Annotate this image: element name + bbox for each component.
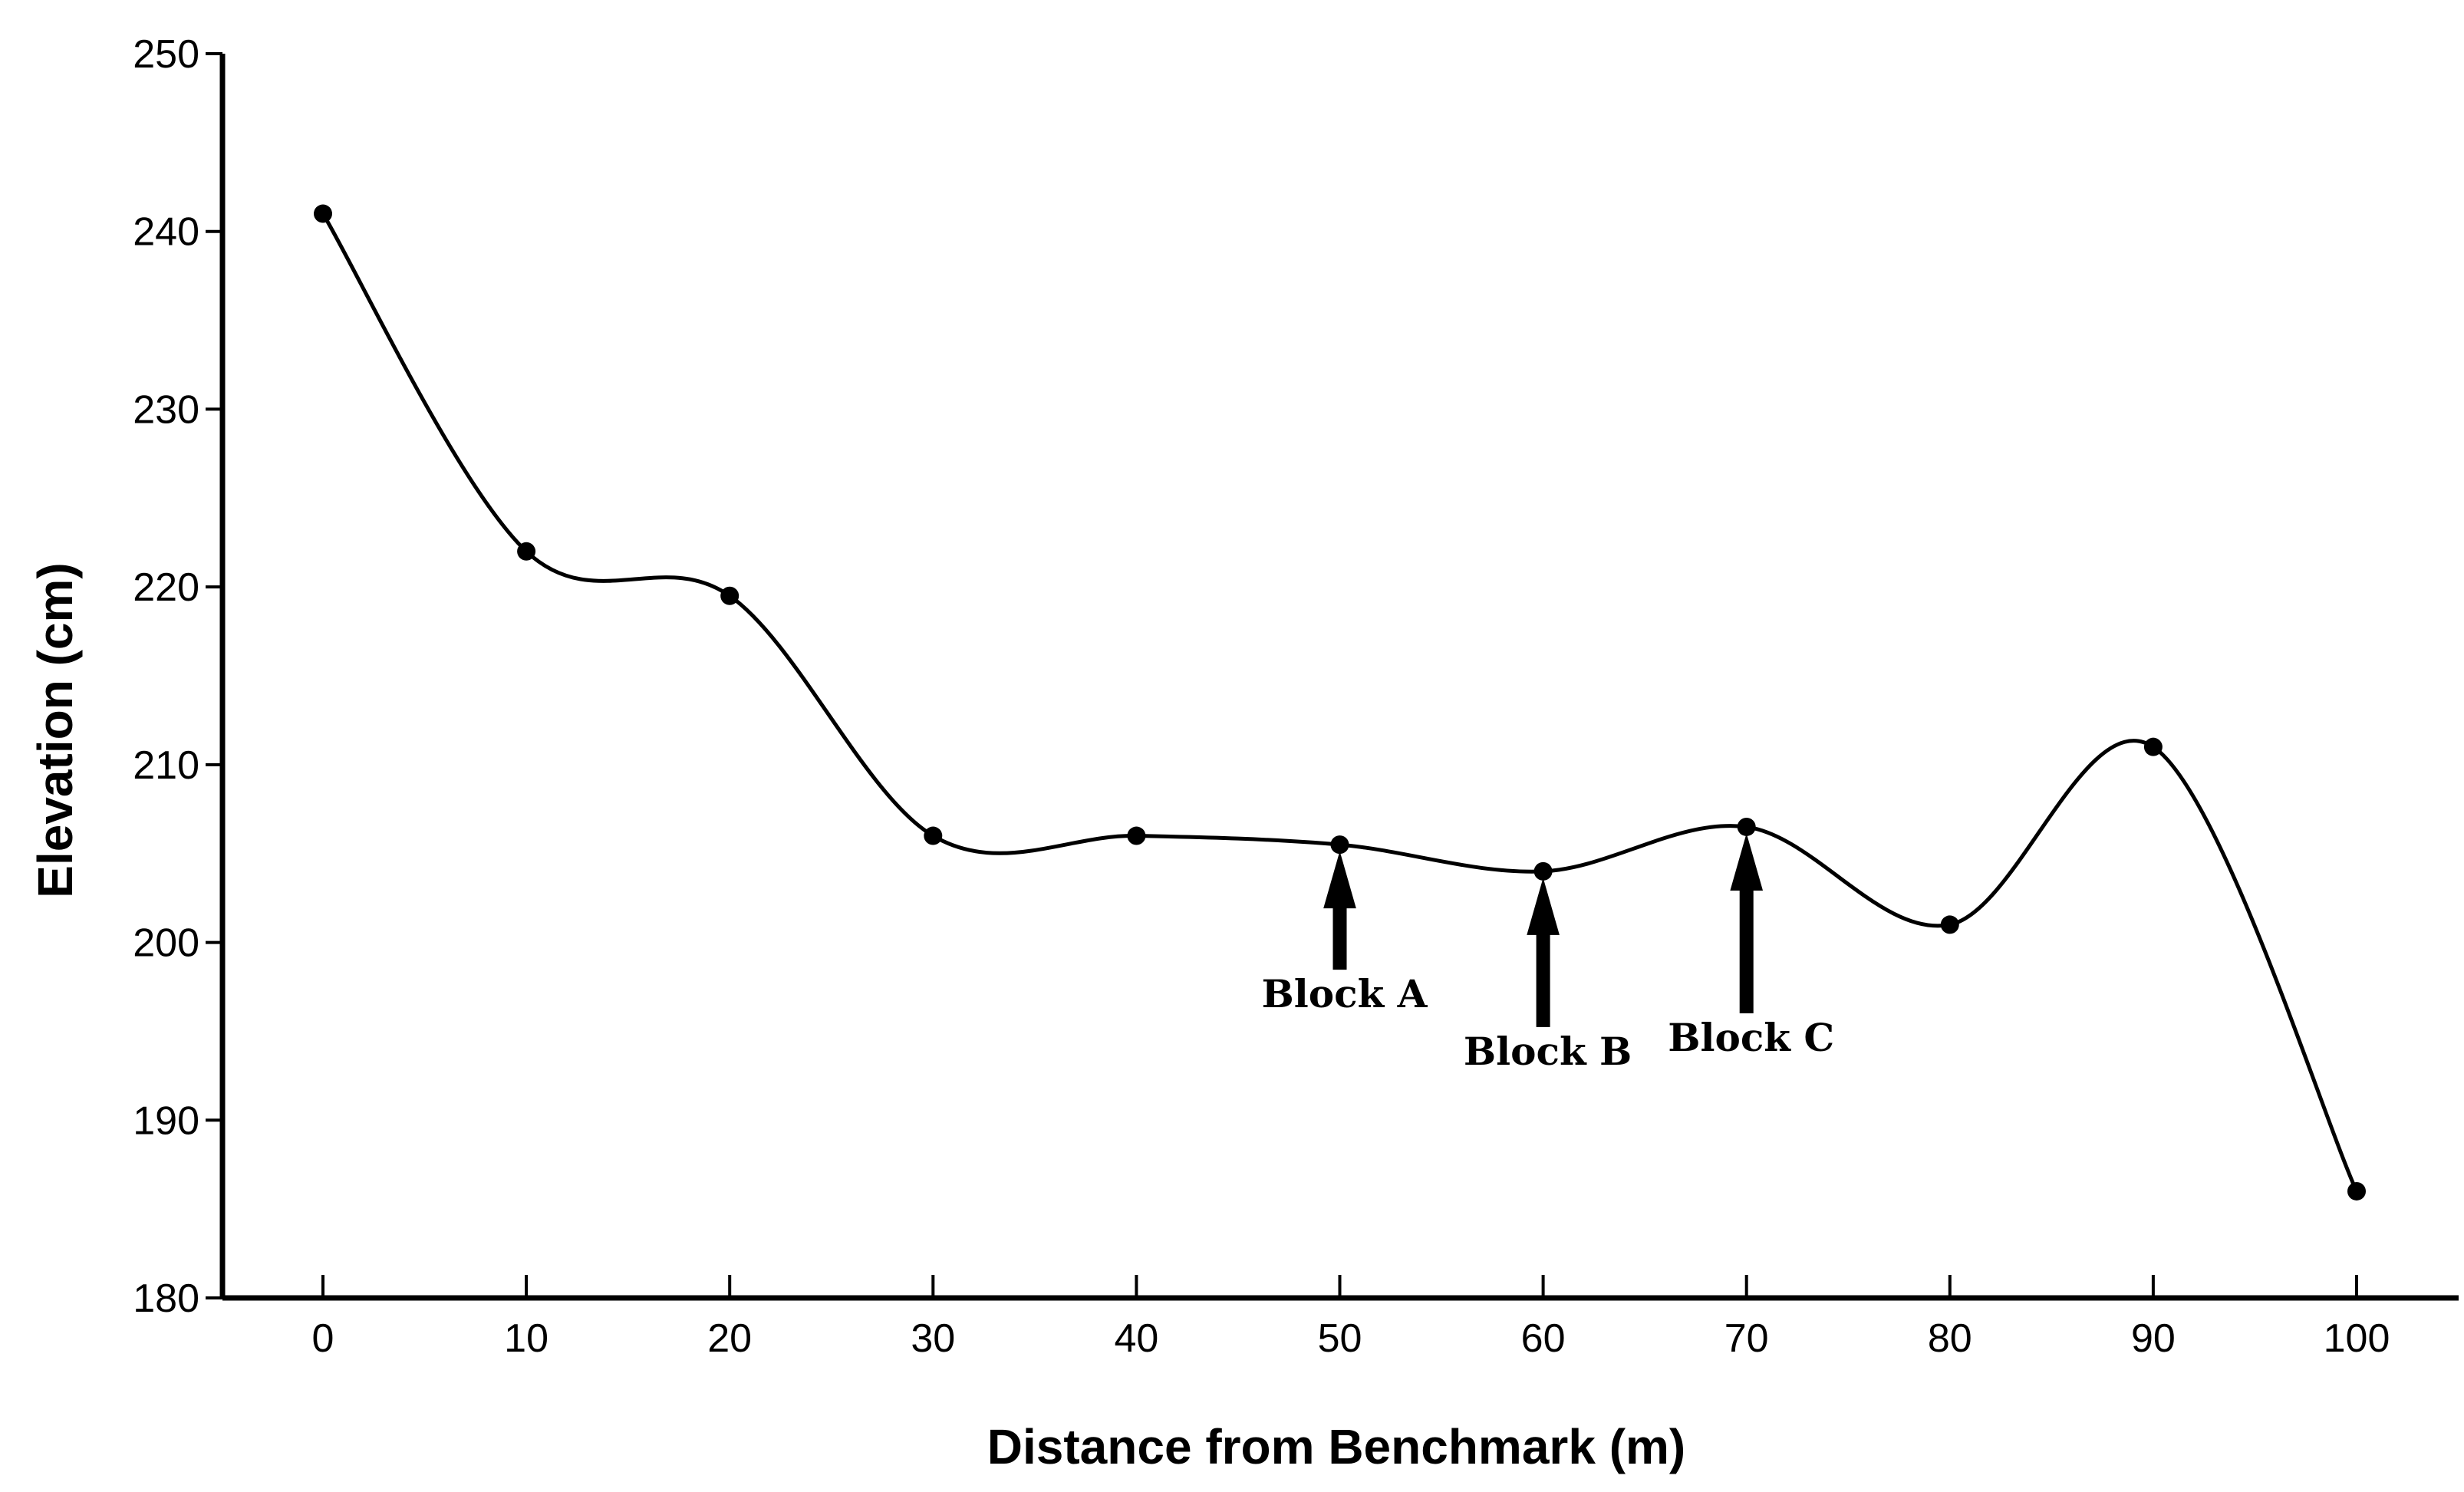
arrow-shaft	[1332, 899, 1347, 970]
block-annotations: Block A Block B Block C	[1262, 833, 1834, 1074]
series-elevation	[321, 212, 2359, 1193]
data-point	[924, 826, 943, 845]
block-arrow: Block C	[1668, 833, 1834, 1060]
block-label: Block B	[1464, 1029, 1632, 1074]
arrow-shaft	[1536, 925, 1550, 1027]
x-tick-label: 80	[1928, 1316, 1972, 1361]
data-point	[314, 204, 332, 223]
data-point	[1330, 835, 1349, 855]
y-tick-label: 190	[133, 1098, 199, 1143]
arrow-head	[1527, 878, 1560, 935]
block-arrow: Block A	[1262, 851, 1428, 1016]
x-tick-label: 70	[1724, 1316, 1769, 1361]
y-tick-label: 180	[133, 1276, 199, 1321]
y-tick-label: 230	[133, 387, 199, 432]
data-point	[720, 586, 740, 605]
x-tick-label: 20	[707, 1316, 752, 1361]
x-tick-label: 30	[911, 1316, 955, 1361]
data-point	[2347, 1181, 2366, 1201]
block-label: Block A	[1262, 971, 1428, 1016]
x-axis-title: Distance from Benchmark (m)	[987, 1419, 1685, 1474]
y-tick-label: 200	[133, 921, 199, 966]
block-arrow: Block B	[1464, 878, 1632, 1074]
y-axis: 180 190 200 210 220 230 240 250	[133, 32, 226, 1321]
y-tick-label: 220	[133, 565, 199, 610]
arrow-head	[1323, 851, 1356, 909]
data-point	[2143, 737, 2163, 756]
data-points	[314, 204, 2366, 1201]
y-tick-label: 250	[133, 32, 199, 77]
x-tick-label: 90	[2131, 1316, 2176, 1361]
x-tick-label: 60	[1521, 1316, 1566, 1361]
data-point	[1940, 915, 1959, 934]
x-tick-label: 0	[312, 1316, 334, 1361]
y-tick-label: 240	[133, 210, 199, 255]
y-axis-title: Elevation (cm)	[28, 562, 83, 898]
arrow-head	[1730, 833, 1764, 891]
x-tick-label: 100	[2324, 1316, 2390, 1361]
elevation-line	[321, 212, 2359, 1193]
block-label: Block C	[1668, 1015, 1834, 1060]
y-tick-label: 210	[133, 743, 199, 788]
x-axis: 0 10 20 30 40 50 60 70 80 90 100	[222, 1275, 2459, 1361]
x-tick-label: 40	[1114, 1316, 1158, 1361]
arrow-shaft	[1739, 881, 1754, 1013]
data-point	[1533, 861, 1553, 881]
x-tick-label: 50	[1318, 1316, 1362, 1361]
data-point	[1127, 826, 1146, 845]
data-point	[517, 542, 536, 561]
data-point	[1737, 817, 1756, 836]
x-tick-label: 10	[504, 1316, 548, 1361]
